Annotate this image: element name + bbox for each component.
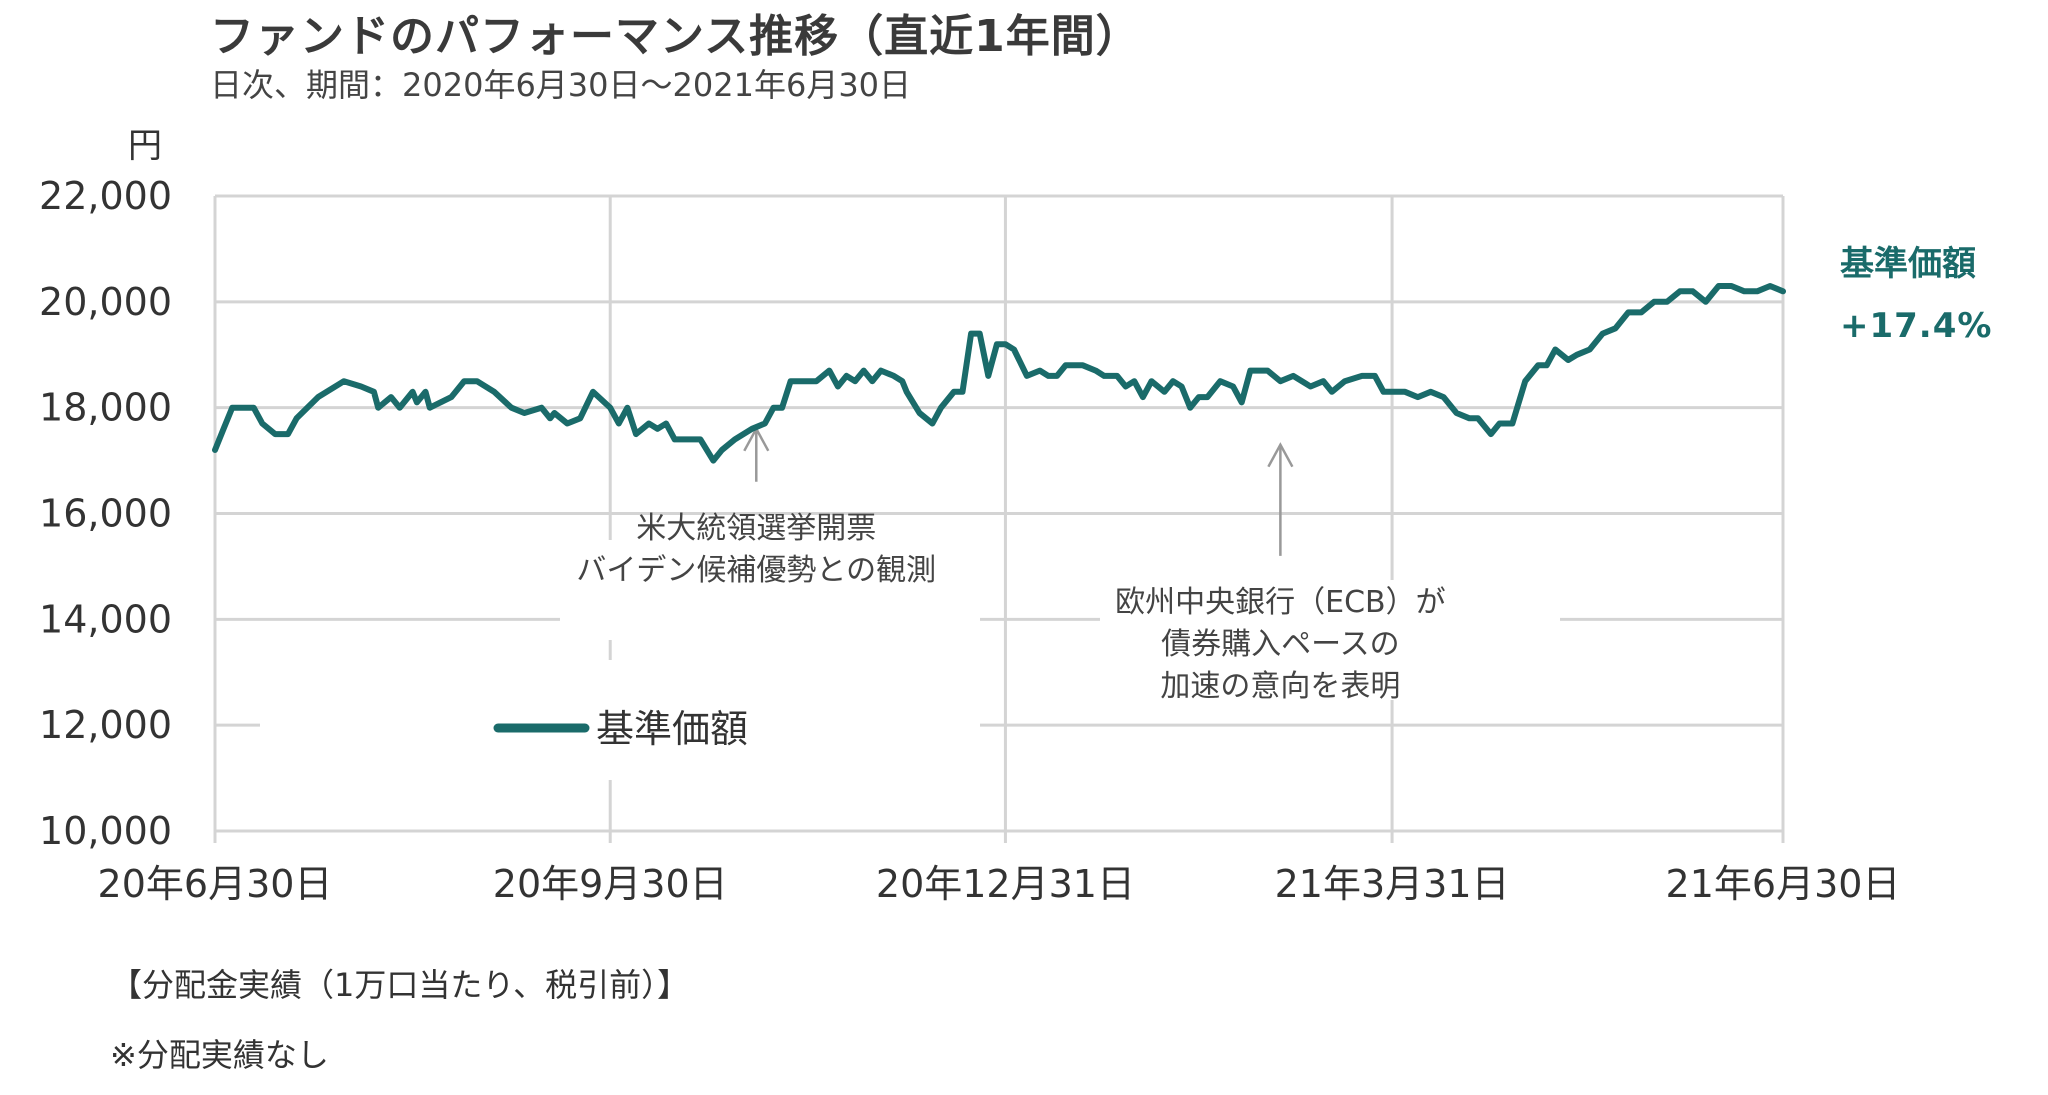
annotation-mask bbox=[1100, 580, 1560, 700]
y-axis-unit: 円 bbox=[128, 126, 162, 166]
y-tick-label: 14,000 bbox=[39, 597, 172, 641]
annotation-arrowhead bbox=[1267, 442, 1294, 468]
y-tick-label: 22,000 bbox=[39, 174, 172, 218]
legend-mask bbox=[260, 660, 980, 780]
annotation-text: 米大統領選挙開票 bbox=[636, 511, 876, 546]
chart-title: ファンドのパフォーマンス推移（直近1年間） bbox=[210, 11, 1141, 62]
distribution-heading: 【分配金実績（1万口当たり、税引前）】 bbox=[110, 966, 690, 1004]
annotation-text: 債券購入ペースの bbox=[1161, 627, 1400, 662]
y-tick-label: 10,000 bbox=[39, 809, 172, 853]
legend-label: 基準価額 bbox=[596, 707, 748, 751]
annotation-text: バイデン候補優勢との観測 bbox=[576, 553, 936, 588]
annotation-text: 欧州中央銀行（ECB）が bbox=[1115, 585, 1445, 620]
distribution-note: ※分配実績なし bbox=[110, 1036, 329, 1074]
y-tick-label: 12,000 bbox=[39, 703, 172, 747]
x-tick-label: 21年6月30日 bbox=[1666, 862, 1901, 906]
y-tick-label: 16,000 bbox=[39, 492, 172, 536]
annotation-mask bbox=[560, 540, 980, 640]
annotation-text: 加速の意向を表明 bbox=[1160, 669, 1400, 704]
y-tick-label: 20,000 bbox=[39, 280, 172, 324]
x-tick-label: 20年6月30日 bbox=[98, 862, 333, 906]
chart-subtitle: 日次、期間：2020年6月30日～2021年6月30日 bbox=[210, 66, 912, 104]
y-tick-label: 18,000 bbox=[39, 386, 172, 430]
x-tick-label: 20年12月31日 bbox=[876, 862, 1135, 906]
summary-change-value: +17.4% bbox=[1840, 306, 1993, 346]
summary-series-label: 基準価額 bbox=[1840, 244, 1976, 284]
x-tick-label: 21年3月31日 bbox=[1275, 862, 1510, 906]
series-line-nav bbox=[212, 283, 1786, 464]
x-tick-label: 20年9月30日 bbox=[493, 862, 728, 906]
